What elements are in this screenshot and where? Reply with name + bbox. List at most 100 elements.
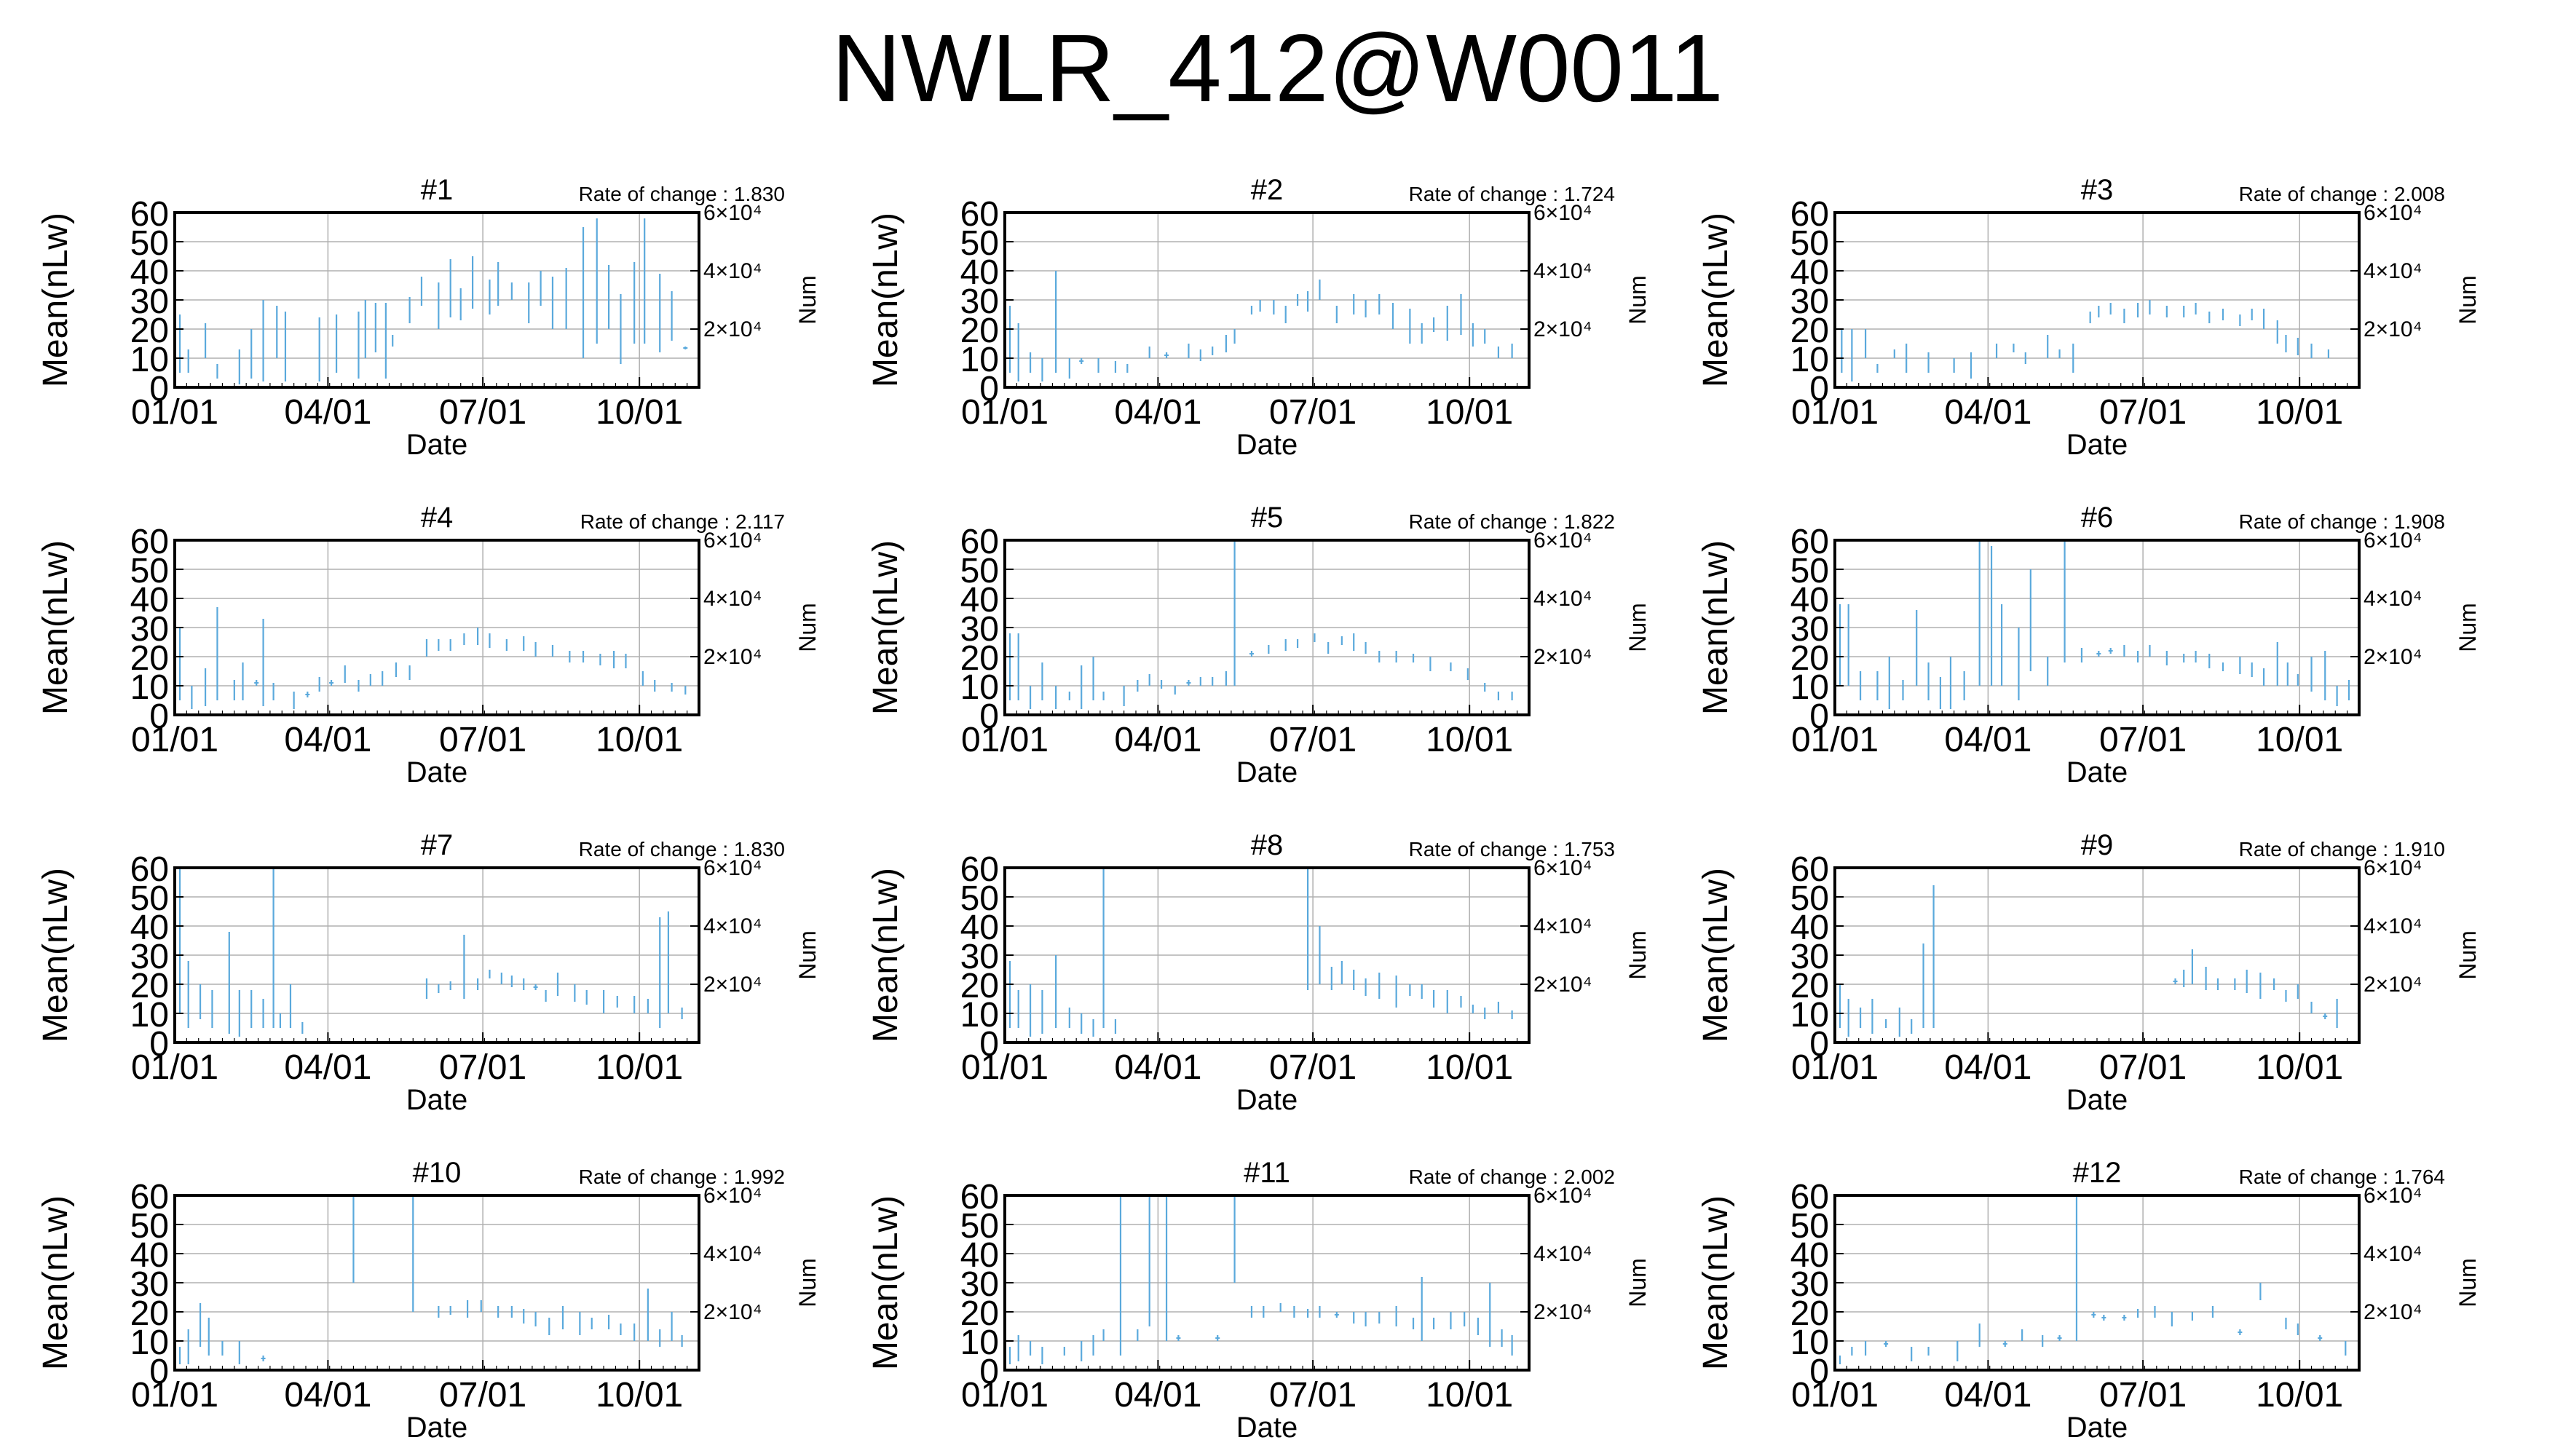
y2-tick-label: 2×10⁴ [1533,645,1592,669]
x-axis-label: Date [2066,429,2128,461]
y-tick-label: 10 [1790,1324,1829,1362]
y2-tick-label: 4×10⁴ [2364,1242,2422,1266]
rate-of-change: Rate of change : 1.908 [2239,510,2445,533]
y2-tick-label: 6×10⁴ [1533,856,1592,880]
y-tick-label: 30 [960,610,999,649]
y-tick-label: 20 [130,967,169,1005]
y2-axis-label: Num [794,930,821,980]
y-tick-label: 0 [979,1025,999,1064]
x-tick-label: 01/01 [131,1048,218,1087]
y-tick-label: 50 [130,1207,169,1246]
y-tick-label: 60 [960,523,999,561]
y-tick-label: 20 [960,312,999,350]
x-tick-label: 10/01 [1426,1048,1513,1087]
y-axis-label: Mean(nLw) [36,540,75,715]
y2-tick-label: 4×10⁴ [1533,587,1592,611]
x-tick-label: 04/01 [1114,721,1201,759]
y-tick-label: 20 [130,312,169,350]
y-tick-label: 0 [149,697,169,736]
y2-tick-label: 4×10⁴ [2364,259,2422,283]
x-tick-label: 10/01 [596,1048,683,1087]
y-tick-label: 60 [960,195,999,234]
x-tick-label: 07/01 [2099,1048,2187,1087]
y-tick-label: 60 [1790,523,1829,561]
y-tick-label: 60 [130,850,169,889]
y-tick-label: 0 [149,1353,169,1391]
x-tick-label: 04/01 [1114,1376,1201,1415]
y-tick-label: 50 [130,879,169,918]
y-axis-label: Mean(nLw) [36,868,75,1042]
panel-title: #6 [2081,502,2114,534]
panel-title: #5 [1251,502,1284,534]
y2-tick-label: 2×10⁴ [2364,645,2422,669]
y-tick-label: 30 [130,938,169,976]
y2-tick-label: 2×10⁴ [1533,1300,1592,1324]
y2-tick-label: 4×10⁴ [703,914,762,938]
y-tick-label: 60 [130,1178,169,1216]
y-tick-label: 20 [960,1294,999,1333]
y-tick-label: 10 [960,1324,999,1362]
y-tick-label: 10 [1790,996,1829,1034]
x-axis-label: Date [406,429,468,461]
x-tick-label: 07/01 [1269,1048,1357,1087]
x-tick-label: 04/01 [1114,393,1201,432]
y-tick-label: 30 [130,610,169,649]
y-tick-label: 0 [979,1353,999,1391]
y-tick-label: 10 [130,341,169,379]
y-tick-label: 60 [1790,195,1829,234]
y2-axis-label: Num [2455,1258,2481,1307]
x-tick-label: 04/01 [284,1376,371,1415]
y-axis-label: Mean(nLw) [1697,1195,1735,1370]
y-tick-label: 50 [1790,1207,1829,1246]
y2-axis-label: Num [2455,930,2481,980]
y-axis-label: Mean(nLw) [866,868,905,1042]
y-tick-label: 30 [1790,938,1829,976]
x-axis-label: Date [406,1084,468,1116]
x-axis-label: Date [2066,756,2128,788]
y-tick-label: 0 [1809,1353,1829,1391]
panel-title: #12 [2073,1157,2122,1189]
y2-tick-label: 6×10⁴ [2364,1184,2422,1208]
y2-tick-label: 4×10⁴ [703,587,762,611]
x-tick-label: 04/01 [1944,721,2031,759]
y2-tick-label: 6×10⁴ [1533,201,1592,225]
y-tick-label: 40 [960,1236,999,1275]
y-tick-label: 60 [130,523,169,561]
y2-tick-label: 4×10⁴ [1533,914,1592,938]
y-axis-label: Mean(nLw) [36,213,75,387]
y-tick-label: 30 [130,1265,169,1304]
y-tick-label: 40 [960,581,999,620]
y-tick-label: 50 [960,552,999,590]
y-tick-label: 0 [1809,1025,1829,1064]
y-tick-label: 20 [130,639,169,678]
x-tick-label: 10/01 [596,721,683,759]
y2-tick-label: 4×10⁴ [2364,587,2422,611]
x-tick-label: 10/01 [596,1376,683,1415]
y-tick-label: 60 [960,1178,999,1216]
y2-tick-label: 6×10⁴ [703,1184,762,1208]
x-tick-label: 01/01 [1791,1376,1879,1415]
y-tick-label: 10 [1790,341,1829,379]
rate-of-change: Rate of change : 1.992 [579,1166,785,1188]
x-tick-label: 10/01 [1426,393,1513,432]
y-tick-label: 60 [1790,850,1829,889]
y2-tick-label: 4×10⁴ [1533,259,1592,283]
y-tick-label: 10 [1790,668,1829,707]
y2-tick-label: 2×10⁴ [1533,317,1592,341]
y-tick-label: 10 [960,996,999,1034]
y2-tick-label: 2×10⁴ [2364,317,2422,341]
y2-tick-label: 2×10⁴ [703,973,762,997]
y-axis-label: Mean(nLw) [866,1195,905,1370]
x-tick-label: 07/01 [1269,1376,1357,1415]
y-tick-label: 40 [130,581,169,620]
y2-axis-label: Num [2455,603,2481,652]
y2-tick-label: 4×10⁴ [1533,1242,1592,1266]
x-axis-label: Date [1236,1084,1298,1116]
y-tick-label: 20 [130,1294,169,1333]
y-tick-label: 50 [1790,224,1829,263]
rate-of-change: Rate of change : 2.002 [1409,1166,1615,1188]
